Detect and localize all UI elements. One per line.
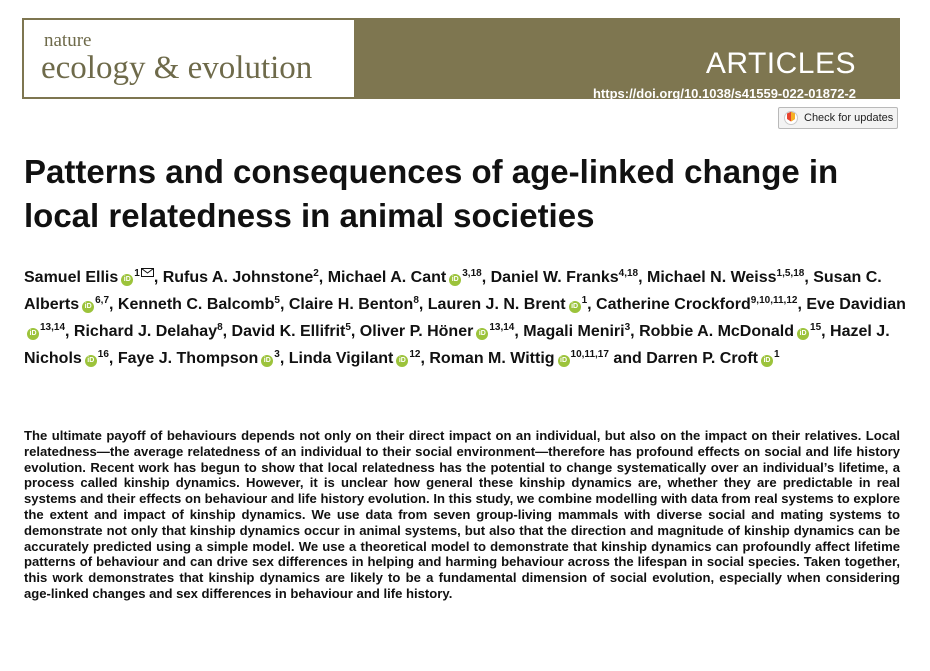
affiliation-number[interactable]: 13,14 xyxy=(489,322,515,333)
author-name[interactable]: Michael N. Weiss xyxy=(647,269,777,286)
author-name[interactable]: Rufus A. Johnstone xyxy=(162,269,314,286)
journal-logo[interactable]: nature ecology & evolution xyxy=(24,20,354,97)
author-name[interactable]: David K. Ellifrit xyxy=(231,323,346,340)
check-for-updates-label: Check for updates xyxy=(804,112,894,124)
author-separator: , xyxy=(797,296,807,313)
author-name[interactable]: Samuel Ellis xyxy=(24,269,119,286)
orcid-icon[interactable]: iD xyxy=(396,355,409,367)
affiliation-number[interactable]: 1 xyxy=(134,268,140,279)
affiliation-number[interactable]: 13,14 xyxy=(40,322,66,333)
author-separator: , xyxy=(514,323,524,340)
author-name[interactable]: Robbie A. McDonald xyxy=(639,323,795,340)
affiliation-number[interactable]: 4,18 xyxy=(618,268,639,279)
author-name[interactable]: Catherine Crockford xyxy=(596,296,751,313)
author-name[interactable]: Oliver P. Höner xyxy=(359,323,474,340)
author-name[interactable]: Linda Vigilant xyxy=(288,350,394,367)
orcid-icon[interactable]: iD xyxy=(261,355,274,367)
author-name[interactable]: Michael A. Cant xyxy=(327,269,447,286)
affiliation-number[interactable]: 10,11,17 xyxy=(570,349,609,360)
orcid-icon[interactable]: iD xyxy=(449,274,462,286)
journal-name-big: ecology & evolution xyxy=(41,50,313,86)
mail-icon[interactable] xyxy=(140,268,154,277)
author-separator: , xyxy=(108,350,118,367)
affiliation-number[interactable]: 12 xyxy=(409,349,421,360)
orcid-icon[interactable]: iD xyxy=(797,328,810,340)
updates-icon xyxy=(784,111,798,125)
author-separator: , xyxy=(638,269,647,286)
affiliation-number[interactable]: 2 xyxy=(313,268,319,279)
orcid-icon[interactable]: iD xyxy=(476,328,489,340)
orcid-icon[interactable]: iD xyxy=(568,301,581,313)
author-name[interactable]: Faye J. Thompson xyxy=(117,350,259,367)
affiliation-number[interactable]: 16 xyxy=(97,349,109,360)
affiliation-number[interactable]: 8 xyxy=(217,322,223,333)
author-separator: , xyxy=(318,269,328,286)
affiliation-number[interactable]: 3 xyxy=(624,322,631,333)
author-separator: , xyxy=(153,269,163,286)
affiliation-number[interactable]: 1,5,18 xyxy=(776,268,805,279)
author-name[interactable]: Roman M. Wittig xyxy=(429,350,555,367)
author-name[interactable]: Eve Davidian xyxy=(806,296,906,313)
section-label: ARTICLES xyxy=(705,47,856,80)
author-name[interactable]: Lauren J. N. Brent xyxy=(427,296,566,313)
author-separator: , xyxy=(109,296,118,313)
orcid-icon[interactable]: iD xyxy=(82,301,95,313)
author-list: Samuel Ellis iD1, Rufus A. Johnstone2, Mi… xyxy=(24,264,909,372)
affiliation-number[interactable]: 15 xyxy=(810,322,822,333)
author-separator: , xyxy=(821,323,831,340)
author-separator: , xyxy=(279,296,289,313)
author-separator: , xyxy=(804,269,814,286)
author-name[interactable]: Magali Meniri xyxy=(523,323,625,340)
affiliation-number[interactable]: 9,10,11,12 xyxy=(750,295,798,306)
author-name[interactable]: Richard J. Delahay xyxy=(73,323,218,340)
affiliation-number[interactable]: 8 xyxy=(413,295,419,306)
author-separator: , xyxy=(420,350,430,367)
author-separator: , xyxy=(481,269,491,286)
affiliation-number[interactable]: 5 xyxy=(274,295,280,306)
affiliation-number[interactable]: 3,18 xyxy=(462,268,482,279)
abstract: The ultimate payoff of behaviours depend… xyxy=(24,428,900,601)
author-separator: , xyxy=(279,350,289,367)
check-for-updates-button[interactable]: Check for updates xyxy=(778,107,898,129)
author-separator: , xyxy=(418,296,428,313)
article-title: Patterns and consequences of age-linked … xyxy=(24,153,839,234)
author-name[interactable]: Susan C. Alberts xyxy=(24,269,882,313)
author-separator: , xyxy=(65,323,74,340)
affiliation-number[interactable]: 3 xyxy=(274,349,280,360)
author-separator: , xyxy=(587,296,597,313)
author-name[interactable]: Daniel W. Franks xyxy=(490,269,619,286)
author-name[interactable]: Kenneth C. Balcomb xyxy=(117,296,275,313)
doi-link[interactable]: https://doi.org/10.1038/s41559-022-01872… xyxy=(592,86,856,101)
orcid-icon[interactable]: iD xyxy=(84,355,97,367)
author-separator: , xyxy=(350,323,360,340)
author-separator: , xyxy=(630,323,640,340)
author-name[interactable]: Claire H. Benton xyxy=(288,296,414,313)
affiliation-number[interactable]: 1 xyxy=(581,295,588,306)
author-name[interactable]: Hazel J. Nichols xyxy=(24,323,890,367)
affiliation-number[interactable]: 5 xyxy=(345,322,351,333)
affiliation-number[interactable]: 6,7 xyxy=(95,295,110,306)
orcid-icon[interactable]: iD xyxy=(27,328,39,340)
author-name[interactable]: Darren P. Croft xyxy=(646,350,758,367)
orcid-icon[interactable]: iD xyxy=(557,355,570,367)
orcid-icon[interactable]: iD xyxy=(760,355,773,367)
author-separator: , xyxy=(222,323,232,340)
orcid-icon[interactable]: iD xyxy=(121,274,134,286)
journal-name-small: nature xyxy=(44,30,92,51)
author-separator: and xyxy=(608,350,647,367)
affiliation-number[interactable]: 1 xyxy=(773,349,780,360)
